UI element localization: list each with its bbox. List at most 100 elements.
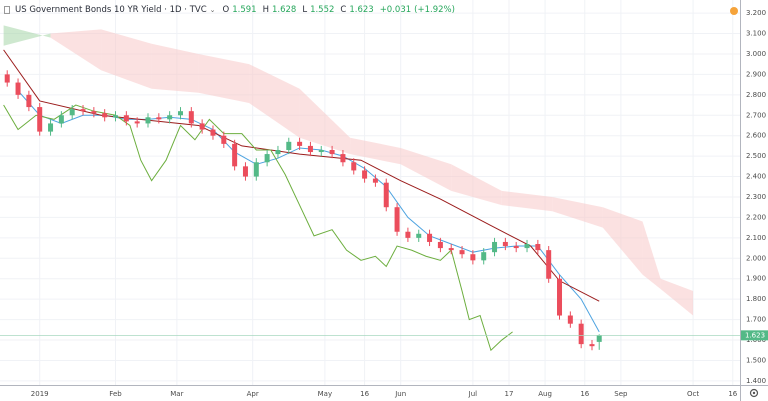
candle-body — [437, 241, 443, 249]
candle-body — [589, 344, 595, 347]
cloud-segment — [198, 53, 250, 103]
candle-body — [307, 145, 313, 153]
x-tick-label: 17 — [505, 390, 514, 398]
candle-body — [297, 141, 303, 146]
y-tick-label: 3.200 — [746, 9, 766, 17]
x-tick-label: Apr — [247, 390, 259, 398]
candle-body — [372, 178, 378, 183]
candle-body — [470, 254, 476, 261]
candle-body — [394, 207, 400, 232]
candle-body — [383, 182, 389, 208]
x-tick-label: 16 — [580, 390, 589, 398]
cloud-segment — [101, 29, 152, 89]
y-tick-label: 2.900 — [746, 70, 766, 78]
cloud-segment — [350, 137, 401, 165]
ohlc-value: 1.623 — [349, 5, 374, 15]
y-tick-label: 2.600 — [746, 132, 766, 140]
candle-body — [58, 115, 64, 124]
candle-body — [286, 141, 292, 150]
y-tick-label: 1.500 — [746, 356, 766, 364]
candle-body — [242, 166, 248, 177]
cloud-segment — [400, 147, 452, 191]
cloud-segment — [249, 64, 300, 138]
candle-body — [502, 241, 508, 247]
x-tick-label: Aug — [538, 390, 552, 398]
ohlc-label: O — [222, 5, 230, 15]
candle-body — [448, 248, 454, 251]
candle-body — [362, 170, 368, 179]
candle-body — [567, 315, 573, 324]
settings-icon[interactable] — [749, 388, 759, 398]
cloud-segment — [602, 207, 643, 275]
y-tick-label: 1.400 — [746, 377, 766, 385]
candle-body — [546, 250, 552, 279]
ohlc-label: L — [302, 5, 308, 15]
y-tick-label: 3.100 — [746, 30, 766, 38]
candle-body — [37, 107, 43, 132]
x-tick-label: May — [318, 390, 332, 398]
candle-body — [177, 111, 183, 116]
candle-body — [167, 115, 173, 120]
candle-body — [596, 335, 602, 342]
candle-body — [557, 278, 563, 316]
symbol-icon — [4, 6, 10, 14]
candle-body — [80, 109, 86, 112]
candle-body — [145, 117, 151, 124]
candle-body — [535, 243, 541, 251]
ohlc-label: C — [340, 5, 347, 15]
change: +0.031 — [379, 5, 412, 15]
candle-body — [210, 129, 216, 136]
cloud-segment — [552, 196, 603, 228]
x-tick-label: Feb — [109, 390, 122, 398]
candle-body — [48, 123, 54, 132]
candle-body — [123, 115, 129, 122]
candle-body — [134, 121, 140, 124]
ohlc-value: 1.591 — [232, 5, 257, 15]
candle-body — [91, 111, 97, 114]
y-tick-label: 2.800 — [746, 91, 766, 99]
candle-body — [69, 109, 75, 116]
candle-body — [329, 149, 335, 155]
last-price-label: 1.623 — [745, 331, 765, 339]
candle-body — [513, 246, 519, 249]
candle-body — [26, 94, 32, 108]
y-tick-label: 1.800 — [746, 295, 766, 303]
cloud-segment — [151, 43, 199, 93]
y-tick-label: 1.900 — [746, 275, 766, 283]
change-percent: (+1.92%) — [414, 5, 455, 15]
symbol-title: US Government Bonds 10 YR Yield · 1D · T… — [15, 5, 207, 15]
indicator-line — [3, 104, 513, 352]
candle-body — [492, 241, 498, 253]
x-tick-label: 16 — [728, 390, 737, 398]
candle-body — [199, 123, 205, 130]
dropdown-caret[interactable]: ⌄ — [209, 6, 216, 14]
alert-icon[interactable] — [730, 7, 738, 15]
candle-body — [459, 250, 465, 255]
y-tick-label: 2.700 — [746, 111, 766, 119]
candle-body — [275, 149, 281, 155]
x-tick-label: 2019 — [31, 390, 49, 398]
indicator-line — [3, 49, 600, 302]
candle-body — [578, 323, 584, 345]
candle-body — [405, 231, 411, 238]
candle-body — [264, 154, 270, 163]
candle-body — [318, 149, 324, 153]
last-price-box — [741, 330, 768, 341]
chart-header: US Government Bonds 10 YR Yield · 1D · T… — [4, 5, 455, 15]
ohlc-value: 1.628 — [271, 5, 297, 15]
ohlc-value: 1.552 — [310, 5, 335, 15]
cloud-segment — [3, 25, 51, 46]
y-tick-label: 1.700 — [746, 316, 766, 324]
y-tick-label: 3.000 — [746, 50, 766, 58]
y-tick-label: 2.200 — [746, 213, 766, 221]
candle-body — [102, 113, 108, 118]
y-tick-label: 2.500 — [746, 152, 766, 160]
candle-body — [221, 135, 227, 144]
cloud-segment — [451, 164, 502, 206]
ohlc-label: H — [262, 5, 269, 15]
candle-body — [156, 117, 162, 120]
candle-body — [416, 233, 422, 238]
x-tick-label: Mar — [170, 390, 183, 398]
